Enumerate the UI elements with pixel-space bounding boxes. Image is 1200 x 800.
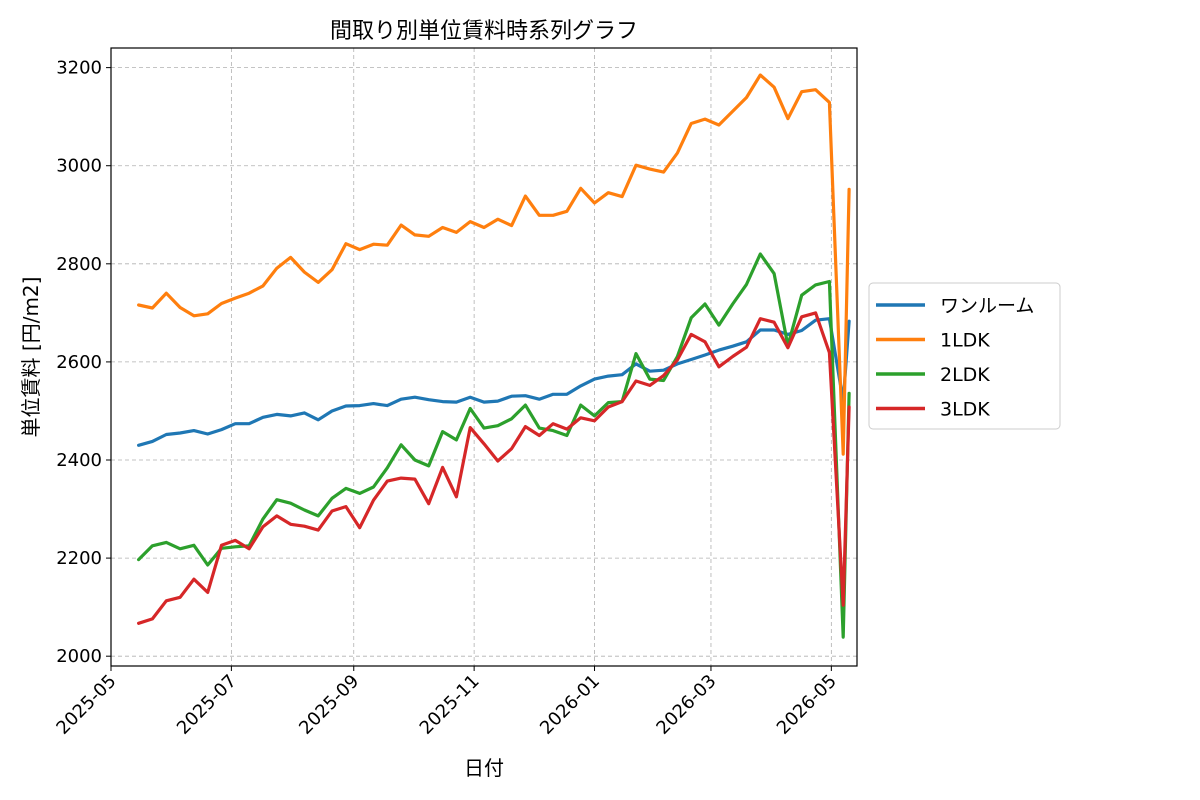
y-tick-label: 2000 [56,646,102,667]
y-tick-label: 2400 [56,450,102,471]
y-axis-label: 単位賃料 [円/m2] [19,277,43,438]
legend-box [868,282,1061,430]
chart-title: 間取り別単位賃料時系列グラフ [330,19,638,44]
y-tick-label: 2600 [56,352,102,373]
y-tick-label: 2200 [56,548,102,569]
legend: ワンルーム 1LDK 2LDK 3LDK [868,282,1061,430]
y-tick-label: 3200 [56,58,102,79]
legend-label: 3LDK [940,399,990,421]
series-line-2 [137,252,851,639]
legend-label: 1LDK [940,330,990,352]
legend-label: ワンルーム [940,295,1034,317]
legend-label: 2LDK [940,364,990,386]
series-line-3 [137,311,851,625]
y-tick-label: 2800 [56,254,102,275]
series-lines [137,73,851,639]
y-tick-label: 3000 [56,156,102,177]
x-axis-label: 日付 [464,756,504,780]
series-line-1 [137,73,851,456]
plot-area-frame [110,47,858,667]
series-line-0 [137,317,851,447]
